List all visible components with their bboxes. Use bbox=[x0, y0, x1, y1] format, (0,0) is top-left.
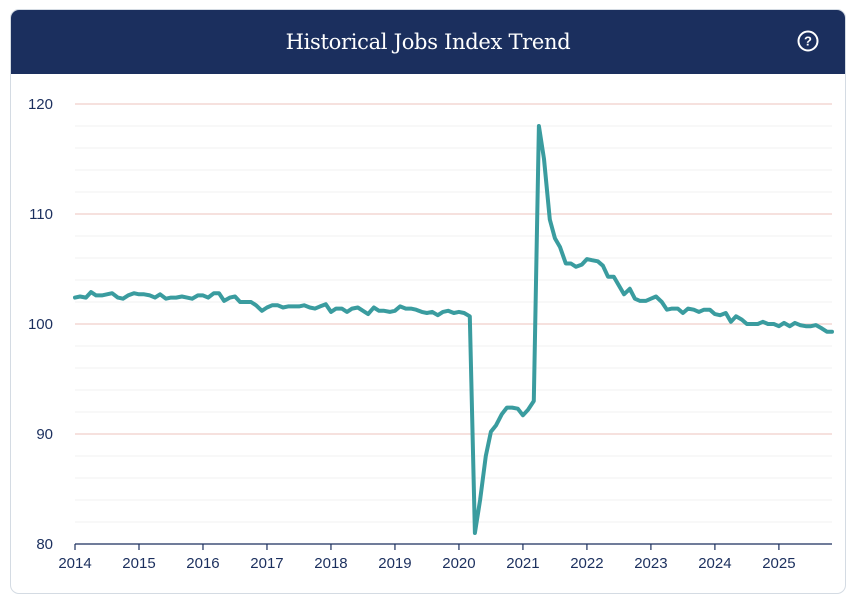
x-axis-ticks: 2014 2015 2016 2017 2018 2019 2020 2021 2022 2023… bbox=[58, 544, 796, 572]
chart-title: Historical Jobs Index Trend bbox=[285, 30, 571, 54]
y-axis-ticks: 80 90 100 110 120 bbox=[28, 96, 53, 553]
x-tick-label: 2024 bbox=[698, 555, 731, 572]
x-tick-label: 2014 bbox=[58, 555, 91, 572]
svg-text:?: ? bbox=[804, 34, 812, 49]
question-circle-icon[interactable]: ? bbox=[797, 30, 819, 52]
x-tick-label: 2016 bbox=[186, 555, 219, 572]
x-tick-label: 2017 bbox=[250, 555, 283, 572]
series-line bbox=[73, 124, 834, 535]
y-tick-label: 120 bbox=[28, 96, 53, 113]
x-tick-label: 2022 bbox=[570, 555, 603, 572]
x-tick-label: 2020 bbox=[442, 555, 475, 572]
y-tick-label: 100 bbox=[28, 316, 53, 333]
x-tick-label: 2021 bbox=[506, 555, 539, 572]
x-tick-label: 2015 bbox=[122, 555, 155, 572]
card-header: Historical Jobs Index Trend ? bbox=[11, 10, 845, 74]
minor-grid bbox=[75, 125, 832, 523]
x-tick-label: 2018 bbox=[314, 555, 347, 572]
major-grid bbox=[75, 103, 832, 435]
y-tick-label: 110 bbox=[29, 206, 53, 223]
x-tick-label: 2023 bbox=[634, 555, 667, 572]
x-tick-label: 2025 bbox=[762, 555, 795, 572]
y-tick-label: 80 bbox=[36, 536, 53, 553]
y-tick-label: 90 bbox=[36, 426, 53, 443]
x-tick-label: 2019 bbox=[378, 555, 411, 572]
